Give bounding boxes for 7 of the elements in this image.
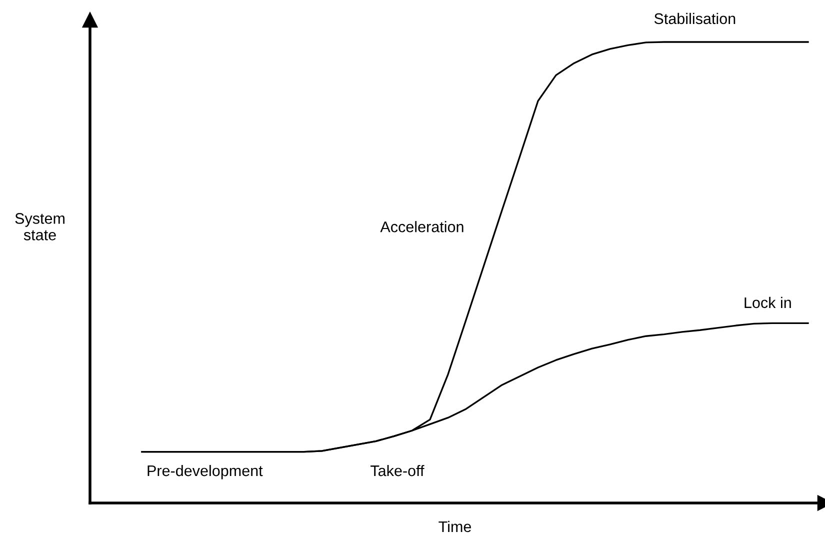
x-axis-title: Time: [438, 520, 472, 532]
text: Stabilisation: [654, 12, 736, 24]
annotation: Lock in: [744, 296, 791, 308]
annotation: Acceleration: [380, 221, 464, 232]
annotation: Take-off: [370, 464, 424, 476]
annotation: Pre-development: [148, 464, 263, 480]
y-axis-title: System state: [15, 213, 64, 240]
